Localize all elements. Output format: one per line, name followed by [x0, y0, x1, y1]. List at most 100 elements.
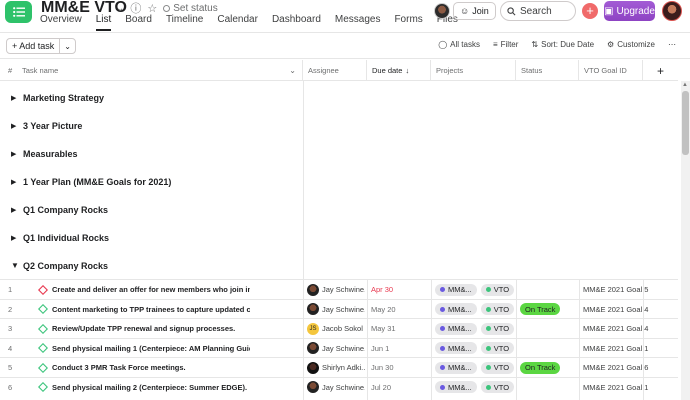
star-icon[interactable]: ☆ [147, 2, 158, 15]
status-cell[interactable] [520, 378, 578, 397]
table-row[interactable]: 1 Create and deliver an offer for new mem… [0, 279, 678, 299]
section-1-year-plan[interactable]: ▶ 1 Year Plan (MM&E Goals for 2021) [0, 168, 678, 196]
task-name[interactable]: Conduct 3 PMR Task Force meetings. [52, 363, 186, 372]
projects-cell[interactable]: MM&... VTO [435, 358, 515, 377]
upgrade-button[interactable]: ▣ Upgrade [604, 1, 655, 21]
info-icon[interactable]: ⓘ [130, 3, 142, 15]
due-date-cell[interactable]: Jun 30 [371, 363, 394, 372]
status-cell[interactable]: On Track [520, 358, 578, 377]
project-pill[interactable]: MM&... [435, 342, 477, 354]
due-date-cell[interactable]: May 20 [371, 304, 396, 314]
approval-diamond-icon[interactable] [38, 300, 48, 319]
project-pill[interactable]: MM&... [435, 303, 477, 315]
table-row[interactable]: 5 Conduct 3 PMR Task Force meetings. Shirl… [0, 357, 678, 377]
tab-forms[interactable]: Forms [394, 14, 423, 25]
menu-toggle-button[interactable] [5, 1, 32, 23]
project-pill[interactable]: VTO [480, 381, 515, 393]
scrollbar-thumb[interactable] [682, 91, 689, 155]
tab-board[interactable]: Board [125, 14, 152, 25]
task-name[interactable]: Content marketing to TPP trainees to cap… [52, 304, 250, 314]
caret-right-icon[interactable]: ▶ [11, 179, 17, 186]
join-button[interactable]: ☺ Join [453, 2, 496, 20]
project-pill[interactable]: VTO [480, 283, 515, 296]
section-measurables[interactable]: ▶ Measurables [0, 140, 678, 168]
col-assignee[interactable]: Assignee [303, 60, 367, 81]
col-task-name[interactable]: Task name ⌄ [17, 60, 303, 81]
table-row[interactable]: 2 Content marketing to TPP trainees to ca… [0, 298, 678, 319]
user-avatar[interactable] [662, 1, 682, 21]
chevron-down-icon[interactable]: ⌄ [289, 66, 296, 75]
sort-button[interactable]: ⇅ Sort: Due Date [531, 40, 594, 49]
status-cell[interactable] [520, 339, 578, 358]
vto-goal-cell[interactable]: MM&E 2021 Goal 5 [583, 285, 649, 294]
assignee-cell[interactable]: Jay Schwine... [307, 339, 365, 358]
status-cell[interactable]: On Track [520, 300, 578, 319]
projects-cell[interactable]: MM&... VTO [435, 319, 515, 338]
tab-dashboard[interactable]: Dashboard [271, 14, 321, 25]
section-q1-company-rocks[interactable]: ▶ Q1 Company Rocks [0, 196, 678, 224]
status-cell[interactable] [520, 280, 578, 299]
col-vto-goal-id[interactable]: VTO Goal ID [579, 60, 643, 81]
caret-right-icon[interactable]: ▶ [11, 123, 17, 130]
caret-right-icon[interactable]: ▶ [11, 151, 17, 158]
table-row[interactable]: 3 Review/Update TPP renewal and signup pr… [0, 318, 678, 338]
caret-right-icon[interactable]: ▶ [11, 235, 17, 242]
status-badge[interactable]: On Track [520, 303, 561, 315]
add-column-button[interactable]: + [656, 63, 664, 78]
tab-calendar[interactable]: Calendar [217, 14, 258, 25]
project-pill[interactable]: VTO [480, 303, 515, 315]
table-row[interactable]: 4 Send physical mailing 1 (Centerpiece: A… [0, 337, 678, 358]
section-q1-individual-rocks[interactable]: ▶ Q1 Individual Rocks [0, 224, 678, 252]
scrollbar-track[interactable] [681, 81, 690, 400]
chevron-down-icon[interactable]: ⌄ [116, 2, 125, 14]
tab-timeline[interactable]: Timeline [165, 14, 204, 25]
section-marketing-strategy[interactable]: ▶ Marketing Strategy [0, 84, 678, 112]
status-cell[interactable] [520, 319, 578, 338]
due-date-cell[interactable]: May 31 [371, 324, 396, 333]
col-status[interactable]: Status [516, 60, 579, 81]
assignee-cell[interactable]: JS Jacob Sokol [307, 319, 365, 338]
milestone-icon[interactable] [38, 280, 48, 299]
projects-cell[interactable]: MM&... VTO [435, 280, 515, 299]
project-title[interactable]: MM&E VTO [41, 0, 127, 16]
avatar[interactable] [307, 342, 319, 354]
caret-right-icon[interactable]: ▶ [11, 95, 17, 102]
vto-goal-cell[interactable]: MM&E 2021 Goal 1 [583, 343, 649, 353]
section-q2-company-rocks[interactable]: ▼ Q2 Company Rocks [0, 252, 678, 280]
set-status-button[interactable]: Set status [163, 3, 218, 14]
assignee-cell[interactable]: Shirlyn Adki... [307, 358, 365, 377]
add-task-button[interactable]: + Add task [7, 39, 61, 53]
scroll-up-icon[interactable]: ▲ [682, 82, 688, 88]
projects-cell[interactable]: MM&... VTO [435, 378, 515, 397]
projects-cell[interactable]: MM&... VTO [435, 300, 515, 319]
section-3-year-picture[interactable]: ▶ 3 Year Picture [0, 112, 678, 140]
avatar[interactable]: JS [307, 322, 319, 335]
assignee-cell[interactable]: Jay Schwine... [307, 378, 365, 397]
all-tasks-button[interactable]: ◯ All tasks [438, 40, 480, 49]
task-name[interactable]: Create and deliver an offer for new memb… [52, 285, 250, 294]
vto-goal-cell[interactable]: MM&E 2021 Goal 4 [583, 324, 649, 333]
avatar[interactable] [307, 381, 319, 393]
project-pill[interactable]: VTO [480, 361, 515, 374]
quick-add-button[interactable]: + [582, 3, 598, 19]
projects-cell[interactable]: MM&... VTO [435, 339, 515, 358]
caret-right-icon[interactable]: ▶ [11, 207, 17, 214]
assignee-cell[interactable]: Jay Schwine... [307, 280, 365, 299]
project-pill[interactable]: MM&... [435, 322, 477, 335]
avatar[interactable] [307, 303, 319, 315]
due-date-cell[interactable]: Jul 20 [371, 382, 392, 392]
more-options-button[interactable]: ⋯ [668, 40, 676, 49]
caret-down-icon[interactable]: ▼ [11, 261, 19, 270]
tab-messages[interactable]: Messages [334, 14, 381, 25]
col-projects[interactable]: Projects [431, 60, 516, 81]
col-due-date[interactable]: Due date ↓ [367, 60, 431, 81]
vto-goal-cell[interactable]: MM&E 2021 Goal 1 [583, 382, 649, 392]
assignee-cell[interactable]: Jay Schwine... [307, 300, 365, 319]
approval-diamond-icon[interactable] [38, 319, 48, 338]
project-pill[interactable]: MM&... [435, 361, 477, 374]
tab-files[interactable]: Files [436, 14, 458, 25]
add-task-dropdown[interactable]: ⌄ [60, 39, 75, 53]
task-name[interactable]: Send physical mailing 2 (Centerpiece: Su… [52, 382, 248, 392]
approval-diamond-icon[interactable] [38, 339, 48, 358]
vto-goal-cell[interactable]: MM&E 2021 Goal 6 [583, 363, 649, 372]
